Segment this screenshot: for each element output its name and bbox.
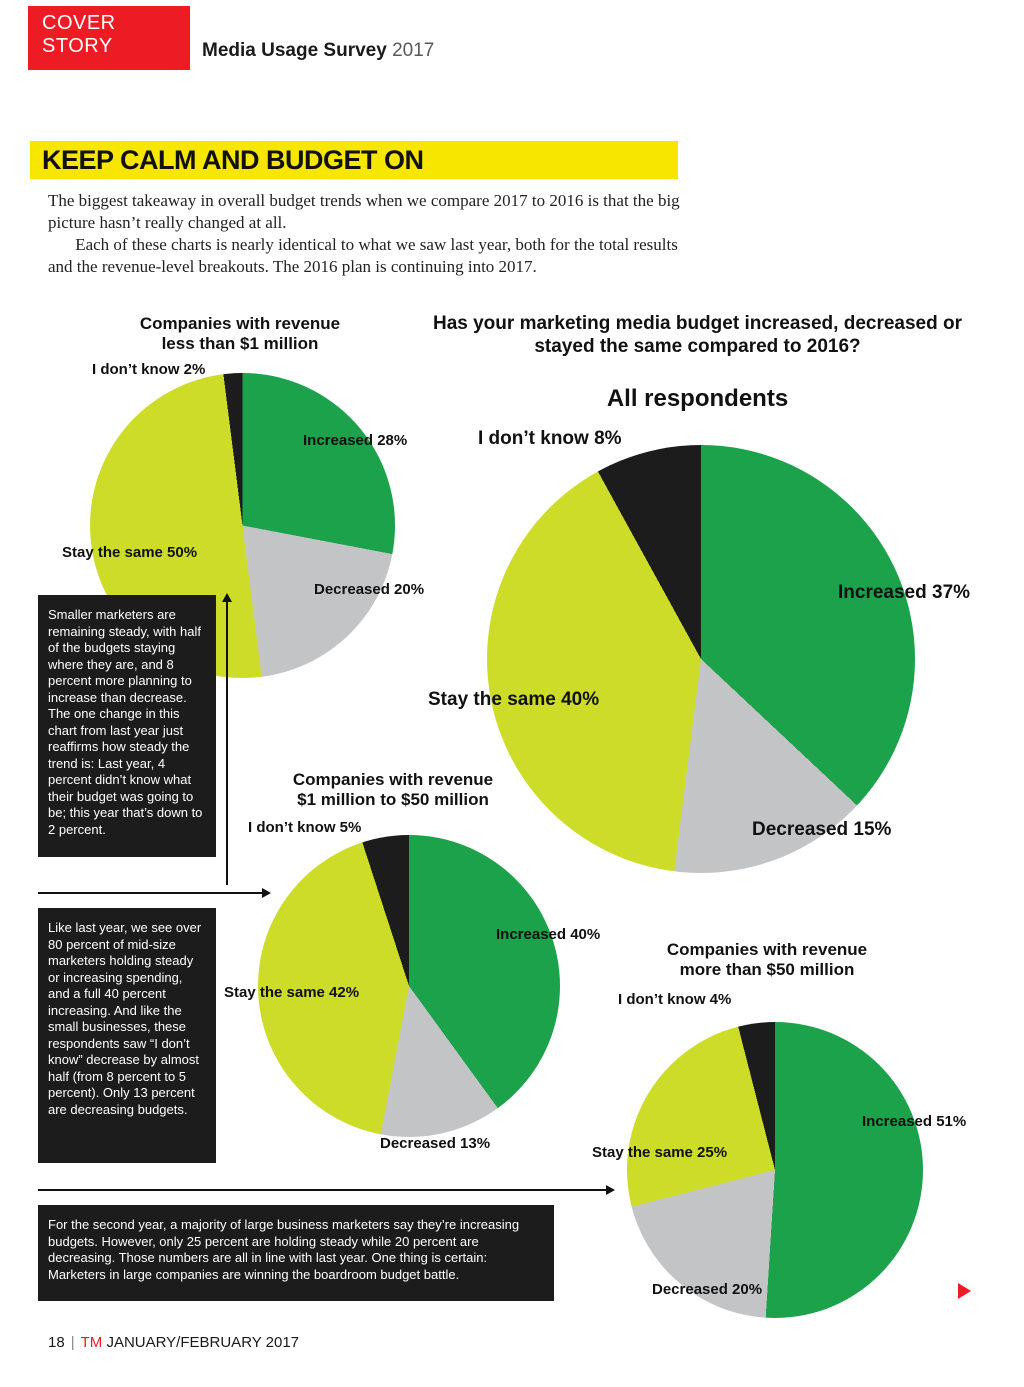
chart1-label-dont-know: I don’t know 2%	[92, 361, 206, 378]
bottom-arrow-shaft	[38, 1189, 606, 1191]
footer-page-number: 18	[48, 1334, 65, 1351]
footer-separator: |	[70, 1334, 75, 1351]
up-arrow-icon	[222, 593, 232, 602]
chart2-pie	[487, 445, 915, 873]
chart3-label-decreased: Decreased 13%	[380, 1135, 491, 1152]
mid-right-arrow-icon	[262, 888, 271, 898]
chart4-label-stay: Stay the same 25%	[592, 1144, 728, 1161]
chart4-title-line1: Companies with revenue	[666, 940, 868, 959]
headline-bar: KEEP CALM AND BUDGET ON	[30, 141, 678, 179]
footer: 18 | TM JANUARY/FEBRUARY 2017	[48, 1334, 299, 1351]
up-arrow-shaft	[226, 602, 228, 885]
chart3-title-line1: Companies with revenue	[292, 770, 494, 789]
chart1-label-stay: Stay the same 50%	[62, 544, 198, 561]
chart4-title-line2: more than $50 million	[679, 960, 855, 979]
footer-issue: JANUARY/FEBRUARY 2017	[106, 1334, 300, 1351]
intro-paragraph-2: Each of these charts is nearly identical…	[48, 235, 678, 276]
chart2-title: All respondents	[606, 385, 789, 412]
chart4-pie	[627, 1022, 923, 1318]
chart2-label-increased: Increased 37%	[838, 582, 971, 603]
question-title: Has your marketing media budget increase…	[432, 313, 963, 357]
next-page-triangle-icon	[958, 1283, 971, 1299]
callout-mid-companies: Like last year, we see over 80 percent o…	[38, 908, 216, 1163]
masthead: Media Usage Survey 2017	[202, 40, 434, 62]
callout-small-companies: Smaller marketers are remaining steady, …	[38, 595, 216, 857]
chart1-title-line2: less than $1 million	[161, 334, 319, 353]
chart2-label-decreased: Decreased 15%	[752, 819, 892, 840]
bottom-right-arrow-icon	[606, 1185, 615, 1195]
masthead-title: Media Usage Survey	[202, 40, 387, 61]
cover-story-kicker: COVER STORY	[28, 6, 190, 70]
chart1-label-increased: Increased 28%	[303, 432, 408, 449]
chart4-label-dont-know: I don’t know 4%	[618, 991, 732, 1008]
chart3-label-increased: Increased 40%	[496, 926, 601, 943]
chart3-title: Companies with revenue $1 million to $50…	[243, 770, 543, 810]
chart4-label-increased: Increased 51%	[862, 1113, 967, 1130]
chart3-label-dont-know: I don’t know 5%	[248, 819, 362, 836]
chart2-label-dont-know: I don’t know 8%	[478, 428, 622, 449]
footer-brand: TM	[80, 1334, 103, 1351]
chart4-label-decreased: Decreased 20%	[652, 1281, 763, 1298]
chart1-title: Companies with revenue less than $1 mill…	[90, 314, 390, 354]
chart3-label-stay: Stay the same 42%	[224, 984, 360, 1001]
intro-paragraph-1: The biggest takeaway in overall budget t…	[48, 191, 680, 232]
chart1-title-line1: Companies with revenue	[139, 314, 341, 333]
chart1-label-decreased: Decreased 20%	[314, 581, 425, 598]
mid-arrow-shaft	[38, 892, 262, 894]
headline-text: KEEP CALM AND BUDGET ON	[42, 144, 424, 175]
intro-copy: The biggest takeaway in overall budget t…	[48, 190, 706, 278]
chart4-title: Companies with revenue more than $50 mil…	[617, 940, 917, 980]
callout-large-companies: For the second year, a majority of large…	[38, 1205, 554, 1301]
chart3-title-line2: $1 million to $50 million	[297, 790, 489, 809]
chart2-label-stay: Stay the same 40%	[428, 689, 600, 710]
kicker-label: COVER STORY	[42, 12, 116, 57]
chart3-pie	[258, 835, 560, 1137]
masthead-year: 2017	[392, 40, 435, 61]
